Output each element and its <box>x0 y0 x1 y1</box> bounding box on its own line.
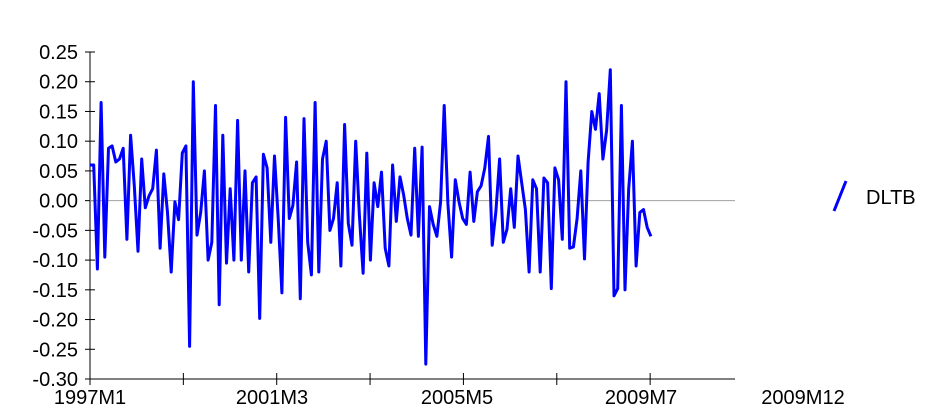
legend-swatch <box>832 180 848 212</box>
y-tick-label: 0.25 <box>39 42 78 64</box>
x-tick-label: 2009M12 <box>761 387 844 409</box>
x-tick-label: 2005M5 <box>421 387 493 409</box>
legend: DLTB <box>832 180 916 212</box>
y-tick-label: -0.20 <box>32 310 78 332</box>
y-tick-label: -0.15 <box>32 280 78 302</box>
x-tick-label: 2009M7 <box>605 387 677 409</box>
series-line-dltb <box>90 68 653 366</box>
x-tick-label: 2001M3 <box>236 387 308 409</box>
y-tick-label: -0.30 <box>32 369 78 391</box>
x-tick-label: 1997M1 <box>54 387 126 409</box>
y-ticks: 0.25 0.20 0.15 0.10 0.05 0.00 -0.05 -0.10 -0.15 -… <box>32 42 95 391</box>
legend-label: DLTB <box>866 187 916 209</box>
y-tick-label: -0.25 <box>32 339 78 361</box>
y-tick-label: -0.05 <box>32 220 78 242</box>
y-tick-label: 0.10 <box>39 131 78 153</box>
y-tick-label: 0.00 <box>39 191 78 213</box>
y-tick-label: -0.10 <box>32 250 78 272</box>
x-ticks: 1997M1 2001M3 2005M5 2009M7 2009M12 <box>54 373 845 409</box>
y-tick-label: 0.15 <box>39 101 78 123</box>
y-tick-label: 0.05 <box>39 161 78 183</box>
y-tick-label: 0.20 <box>39 72 78 94</box>
